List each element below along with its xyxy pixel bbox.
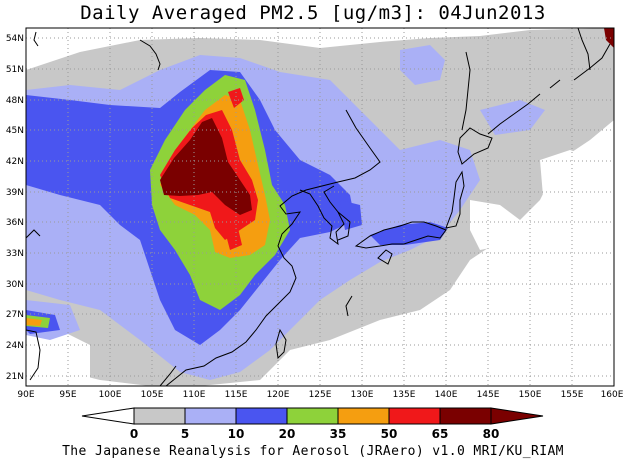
lon-tick-label: 90E — [17, 390, 34, 400]
lat-tick-label: 48N — [6, 96, 24, 106]
lat-tick-label: 54N — [6, 34, 24, 44]
lat-tick-label: 27N — [6, 310, 24, 320]
lon-tick-label: 115E — [225, 390, 248, 400]
colorbar-level-label: 35 — [330, 427, 347, 441]
pm25-field — [26, 28, 614, 386]
lon-tick-label: 135E — [393, 390, 416, 400]
colorbar-upper-arrow — [490, 407, 544, 425]
credit-line: The Japanese Reanalysis for Aerosol (JRA… — [62, 444, 564, 459]
lat-tick-label: 36N — [6, 218, 24, 228]
lon-tick-label: 145E — [477, 390, 500, 400]
colorbar-swatch — [439, 407, 492, 425]
lon-tick-label: 155E — [561, 390, 584, 400]
lon-tick-label: 125E — [309, 390, 332, 400]
colorbar-level-label: 65 — [432, 427, 449, 441]
lat-tick-label: 30N — [6, 280, 24, 290]
colorbar-swatch — [286, 407, 339, 425]
colorbar-lower-arrow — [81, 407, 135, 425]
lon-tick-label: 140E — [435, 390, 458, 400]
map-title: Daily Averaged PM2.5 [ug/m3]: 04Jun2013 — [80, 2, 546, 24]
lat-tick-label: 33N — [6, 249, 24, 259]
lon-tick-label: 160E — [601, 390, 624, 400]
lat-tick-label: 45N — [6, 126, 24, 136]
colorbar-level-label: 10 — [228, 427, 245, 441]
lon-tick-label: 100E — [99, 390, 122, 400]
colorbar-level-label: 20 — [279, 427, 296, 441]
colorbar-level-label: 80 — [483, 427, 500, 441]
lat-tick-label: 39N — [6, 188, 24, 198]
lon-tick-label: 95E — [59, 390, 76, 400]
coastlines — [26, 28, 611, 386]
lon-axis: 90E 95E 100E 105E 110E 115E 120E 125E 13… — [17, 390, 623, 400]
lon-tick-label: 105E — [141, 390, 164, 400]
colorbar-swatch — [388, 407, 441, 425]
colorbar-swatch — [133, 407, 186, 425]
lon-tick-label: 150E — [519, 390, 542, 400]
lat-tick-label: 21N — [6, 372, 24, 382]
colorbar-level-label: 50 — [381, 427, 398, 441]
plot-frame — [25, 27, 615, 387]
lat-axis: 21N 24N 27N 30N 33N 36N 39N 42N 45N 48N … — [6, 34, 24, 382]
colorbar-swatch — [235, 407, 288, 425]
colorbar: 0 5 10 20 35 50 65 80 — [81, 407, 544, 441]
colorbar-swatch — [337, 407, 390, 425]
colorbar-swatch — [184, 407, 237, 425]
lon-tick-label: 110E — [183, 390, 206, 400]
lat-tick-label: 24N — [6, 341, 24, 351]
colorbar-level-label: 0 — [130, 427, 138, 441]
lon-tick-label: 120E — [267, 390, 290, 400]
colorbar-level-label: 5 — [181, 427, 189, 441]
lon-tick-label: 130E — [351, 390, 374, 400]
lat-tick-label: 51N — [6, 65, 24, 75]
lat-tick-label: 42N — [6, 157, 24, 167]
